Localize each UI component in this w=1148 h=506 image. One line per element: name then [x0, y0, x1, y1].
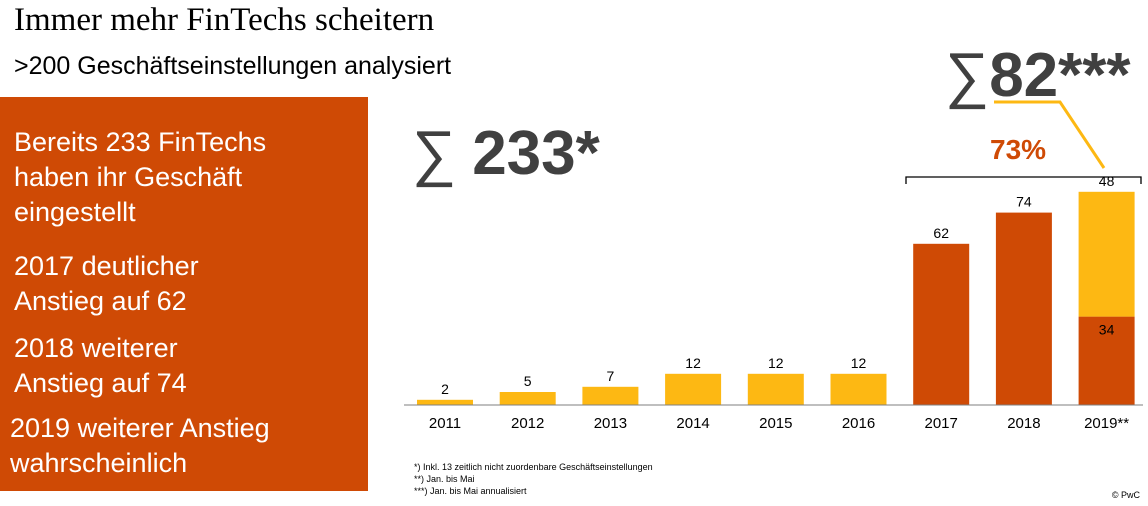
x-tick-label: 2015	[759, 415, 792, 432]
x-tick-label: 2014	[676, 415, 709, 432]
footnote-2: **) Jan. bis Mai	[414, 474, 475, 484]
x-tick-label: 2018	[1007, 415, 1040, 432]
bar-2014	[665, 373, 722, 405]
sigma-icon: ∑	[412, 119, 457, 188]
bar-value-label: 7	[607, 368, 615, 384]
x-tick-label: 2012	[511, 415, 544, 432]
sigma-icon: ∑	[945, 41, 990, 110]
page-title: Immer mehr FinTechs scheitern	[14, 2, 435, 38]
bar-value-label: 48	[1099, 173, 1115, 189]
fact-2018: 2018 weiterer Anstieg auf 74	[14, 333, 187, 398]
annualized-sum-label: ∑82***	[945, 40, 1131, 111]
total-sum-label: ∑ 233*	[412, 118, 600, 189]
x-tick-label: 2017	[925, 415, 958, 432]
bar-value-label: 74	[1016, 194, 1032, 210]
x-tick-label: 2016	[842, 415, 875, 432]
bar-2013	[582, 386, 639, 405]
bar-value-label: 5	[524, 373, 532, 389]
bracket-2017-2019	[905, 176, 1142, 184]
annualized-sum-value: 82***	[989, 41, 1131, 110]
bar-value-label: 2	[441, 381, 449, 397]
x-tick-label: 2011	[429, 415, 461, 432]
bar-2018	[995, 212, 1052, 405]
fact-2017: 2017 deutlicher Anstieg auf 62	[14, 251, 199, 316]
bar-value-label: 12	[768, 355, 784, 371]
total-sum-value: 233*	[472, 119, 600, 188]
bar-2019**	[1078, 316, 1135, 405]
leader-line	[994, 100, 1106, 169]
bar-stack-2019**	[1078, 191, 1135, 317]
bar-value-label: 12	[685, 355, 701, 371]
copyright-label: © PwC	[1111, 490, 1140, 500]
bar-inner-label: 34	[1099, 322, 1115, 338]
bar-2012	[499, 392, 556, 405]
bar-2017	[913, 243, 970, 405]
bar-value-label: 62	[933, 225, 949, 241]
x-tick-label: 2013	[594, 415, 627, 432]
bar-2011	[417, 399, 473, 405]
footnote-3: ***) Jan. bis Mai annualisiert	[414, 486, 527, 496]
growth-percent: 73%	[990, 134, 1047, 165]
x-tick-label: 2019**	[1084, 415, 1129, 432]
bar-2016	[830, 373, 887, 405]
footnote-1: *) Inkl. 13 zeitlich nicht zuordenbare G…	[414, 462, 653, 472]
fact-2019: 2019 weiterer Anstieg wahrscheinlich	[10, 413, 270, 478]
page-subtitle: >200 Geschäftseinstellungen analysiert	[14, 52, 452, 80]
bar-value-label: 12	[851, 355, 867, 371]
fact-total: Bereits 233 FinTechs haben ihr Geschäft …	[14, 127, 267, 227]
key-facts-panel: Bereits 233 FinTechs haben ihr Geschäft …	[0, 97, 368, 491]
bar-2015	[747, 373, 804, 405]
